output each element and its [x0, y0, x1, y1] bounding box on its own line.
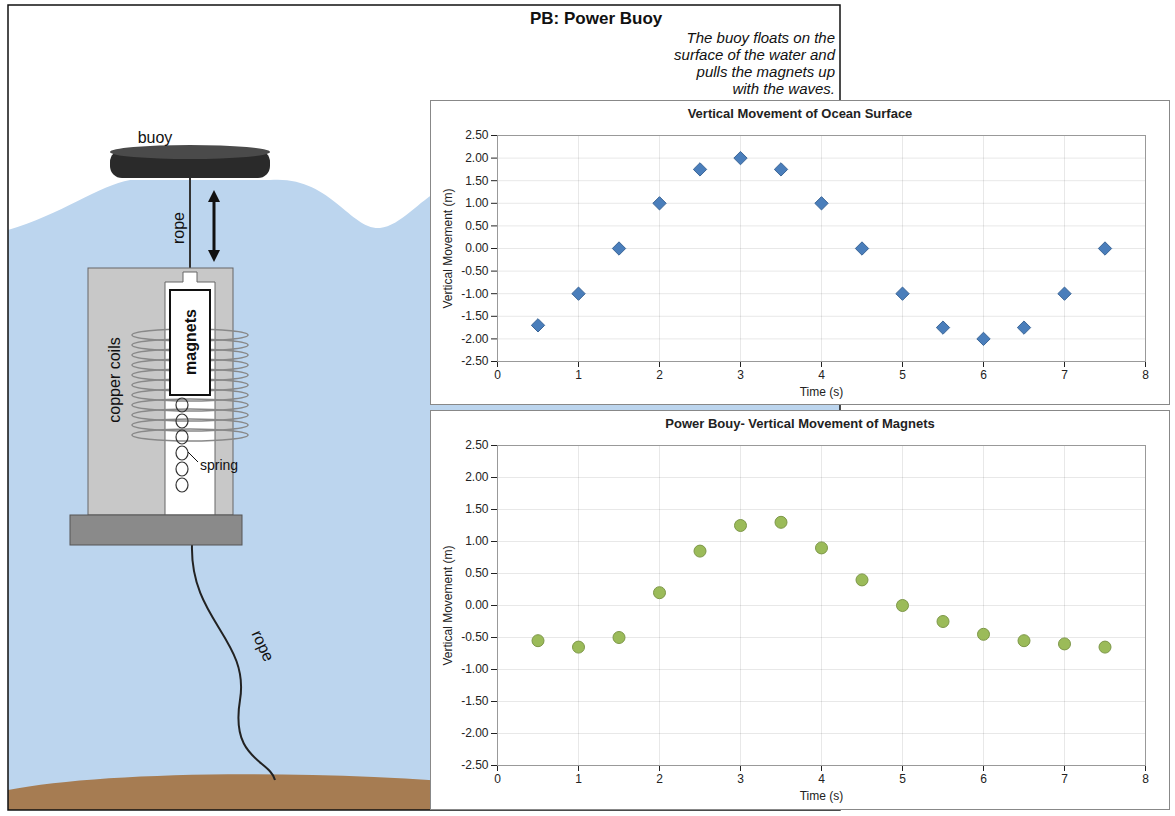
svg-text:-1.50: -1.50	[461, 309, 489, 323]
svg-text:1.50: 1.50	[465, 502, 489, 516]
svg-text:6: 6	[980, 368, 987, 382]
svg-text:-2.00: -2.00	[461, 726, 489, 740]
svg-text:-1.00: -1.00	[461, 287, 489, 301]
svg-text:The buoy floats on the: The buoy floats on the	[687, 29, 835, 46]
html-text:Power Bouy- Vertical Movement: Power Bouy- Vertical Movement of Magnets	[665, 416, 935, 431]
svg-text:8: 8	[1142, 368, 1149, 382]
svg-text:0.50: 0.50	[465, 219, 489, 233]
svg-text:rope: rope	[249, 628, 278, 664]
svg-text:Vertical Movement (m): Vertical Movement (m)	[441, 188, 455, 308]
svg-text:1.00: 1.00	[465, 534, 489, 548]
html-text:Vertical Movement of Ocean Sur: Vertical Movement of Ocean Surface	[687, 106, 913, 121]
svg-text:0: 0	[494, 772, 501, 786]
svg-text:-2.50: -2.50	[461, 758, 489, 772]
svg-text:Time (s): Time (s)	[800, 789, 844, 803]
svg-text:-0.50: -0.50	[461, 630, 489, 644]
svg-text:2.00: 2.00	[465, 470, 489, 484]
svg-text:with the waves.: with the waves.	[732, 80, 835, 97]
svg-text:-2.00: -2.00	[461, 332, 489, 346]
svg-text:1.00: 1.00	[465, 196, 489, 210]
svg-text:7: 7	[1061, 368, 1068, 382]
svg-text:-2.50: -2.50	[461, 354, 489, 368]
svg-text:PB: Power Buoy: PB: Power Buoy	[530, 9, 663, 28]
svg-text:2.50: 2.50	[465, 438, 489, 452]
svg-text:0.00: 0.00	[465, 241, 489, 255]
svg-text:2.50: 2.50	[465, 128, 489, 142]
svg-text:-1.00: -1.00	[461, 662, 489, 676]
svg-text:2: 2	[656, 368, 663, 382]
svg-text:4: 4	[818, 772, 825, 786]
svg-text:1.50: 1.50	[465, 174, 489, 188]
svg-text:1: 1	[575, 772, 582, 786]
svg-text:copper coils: copper coils	[106, 337, 123, 422]
svg-text:8: 8	[1142, 772, 1149, 786]
svg-text:0.00: 0.00	[465, 598, 489, 612]
svg-text:-0.50: -0.50	[461, 264, 489, 278]
svg-text:1: 1	[575, 368, 582, 382]
svg-text:2.00: 2.00	[465, 151, 489, 165]
svg-text:Time (s): Time (s)	[800, 385, 844, 399]
svg-text:7: 7	[1061, 772, 1068, 786]
svg-text:Vertical Movement (m): Vertical Movement (m)	[441, 545, 455, 665]
svg-text:pulls the magnets up: pulls the magnets up	[696, 63, 835, 80]
svg-text:rope: rope	[170, 212, 187, 244]
svg-text:2: 2	[656, 772, 663, 786]
svg-text:buoy: buoy	[138, 129, 173, 146]
svg-text:3: 3	[737, 772, 744, 786]
svg-text:0.50: 0.50	[465, 566, 489, 580]
svg-text:4: 4	[818, 368, 825, 382]
svg-text:spring: spring	[200, 457, 238, 473]
svg-text:surface of the water and: surface of the water and	[674, 46, 836, 63]
svg-text:6: 6	[980, 772, 987, 786]
svg-text:magnets: magnets	[182, 309, 199, 375]
svg-text:5: 5	[899, 772, 906, 786]
svg-text:0: 0	[494, 368, 501, 382]
svg-text:-1.50: -1.50	[461, 694, 489, 708]
svg-text:5: 5	[899, 368, 906, 382]
svg-text:3: 3	[737, 368, 744, 382]
